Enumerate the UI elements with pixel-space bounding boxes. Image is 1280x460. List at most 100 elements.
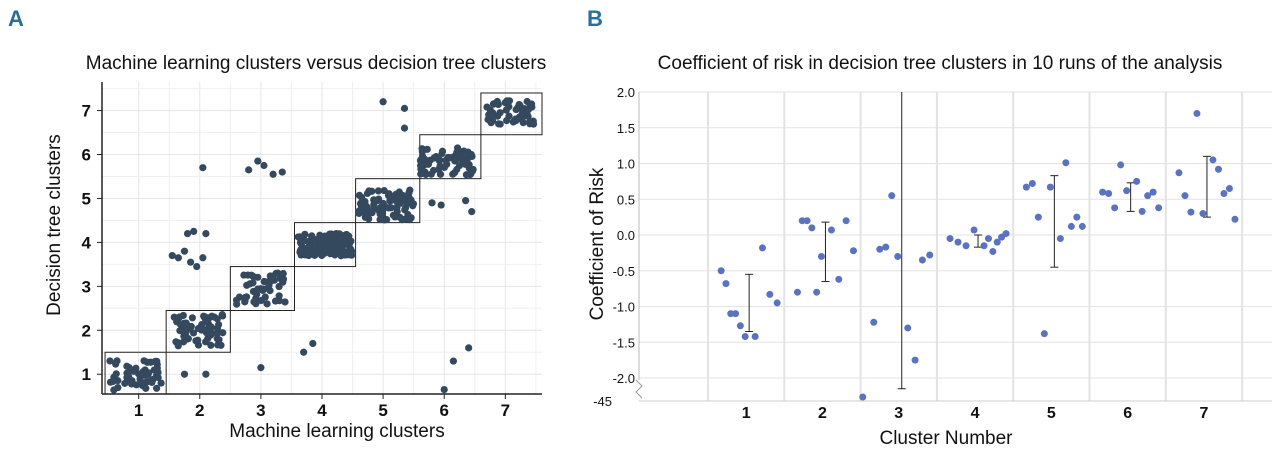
outlier-point: [180, 370, 189, 378]
chart-b-grid: [639, 91, 1272, 401]
risk-point: [1105, 190, 1113, 198]
risk-point: [808, 224, 816, 232]
data-point: [496, 120, 504, 128]
data-point: [153, 384, 161, 392]
data-point: [188, 314, 196, 322]
risk-point: [1056, 235, 1064, 243]
data-point: [516, 113, 524, 121]
data-point: [342, 230, 351, 239]
y-tick-label: 4: [82, 233, 92, 252]
x-tick-label: 1: [134, 401, 143, 420]
risk-point: [773, 299, 781, 307]
outlier-point: [183, 230, 192, 238]
data-point: [247, 271, 256, 279]
data-point: [157, 379, 165, 387]
risk-point: [970, 226, 978, 234]
data-point: [263, 278, 272, 286]
risk-point: [1111, 204, 1119, 212]
data-point: [355, 209, 363, 218]
risk-point: [904, 324, 912, 332]
data-point: [465, 164, 473, 172]
data-point: [218, 311, 226, 319]
cluster-box: [229, 266, 295, 312]
data-point: [464, 154, 473, 162]
outlier-point: [440, 386, 448, 394]
data-point: [387, 204, 395, 212]
data-point: [110, 373, 118, 381]
risk-point: [1209, 156, 1217, 164]
outlier-point: [300, 348, 308, 356]
data-point: [106, 357, 114, 365]
data-point: [374, 187, 382, 195]
outlier-point: [269, 170, 277, 178]
data-point: [421, 155, 429, 163]
risk-point: [766, 290, 774, 298]
outlier-point: [379, 98, 387, 106]
data-point: [217, 341, 225, 349]
data-point: [316, 238, 324, 246]
data-point: [140, 357, 148, 365]
data-point: [347, 245, 355, 253]
data-point: [386, 197, 394, 205]
risk-point: [1149, 188, 1157, 196]
risk-point: [918, 256, 926, 264]
risk-point: [1138, 207, 1146, 215]
data-point: [215, 320, 223, 329]
outlier-point: [428, 199, 436, 207]
chart-b-y-axis-title: Coefficient of Risk: [587, 167, 608, 320]
outlier-point: [465, 344, 473, 352]
data-point: [259, 286, 267, 294]
risk-point: [1073, 213, 1081, 221]
data-point: [151, 357, 159, 365]
data-point: [200, 312, 208, 320]
cluster-box: [294, 222, 357, 268]
data-point: [427, 170, 435, 178]
data-point: [110, 386, 118, 394]
chart-a-y-ticks: 1 2 3 4 5 6 7: [82, 102, 102, 384]
x-tick-label: 4: [971, 405, 980, 422]
chart-b-y-ticks: 2.0 1.5 1.0 0.5 0.0 -0.5 -1.0 -1.5 -2.0: [613, 85, 635, 386]
data-point: [335, 245, 343, 253]
risk-point: [998, 233, 1006, 241]
risk-point: [993, 238, 1001, 246]
outlier-point: [174, 254, 182, 262]
data-point: [399, 191, 407, 200]
y-tick-label: -1.5: [613, 335, 635, 350]
data-point: [396, 199, 405, 207]
risk-point: [1199, 210, 1207, 218]
risk-point: [722, 280, 730, 288]
y-tick-label: 3: [82, 277, 91, 296]
data-point: [144, 370, 152, 379]
chart-a-y-axis-title: Decision tree clusters: [44, 134, 65, 316]
risk-point: [1067, 222, 1075, 230]
data-point: [215, 336, 223, 344]
risk-point: [827, 226, 835, 234]
outlier-point: [309, 339, 317, 348]
axis-break-mark: [635, 379, 643, 399]
risk-point: [1040, 330, 1048, 338]
risk-point: [954, 238, 962, 246]
outlier-point: [449, 357, 457, 365]
data-point: [219, 329, 227, 337]
panel-label-a: A: [8, 6, 24, 31]
data-point: [263, 300, 271, 308]
y-tick-label: 1.5: [617, 121, 635, 136]
x-tick-label: 2: [195, 401, 204, 420]
x-tick-label: 7: [1199, 405, 1208, 422]
risk-point: [1022, 183, 1030, 191]
risk-point: [888, 192, 896, 200]
risk-point: [803, 217, 811, 225]
risk-point: [980, 242, 988, 250]
data-point: [252, 300, 260, 308]
data-point: [145, 377, 153, 385]
data-point: [309, 249, 317, 257]
y-tick-label: -0.5: [613, 264, 635, 279]
outlier-point: [278, 168, 286, 176]
risk-point: [736, 322, 744, 330]
y-tick-label: 6: [82, 146, 91, 165]
risk-point: [717, 267, 725, 275]
risk-point: [813, 288, 821, 296]
risk-point: [870, 318, 878, 326]
data-point: [261, 293, 269, 301]
data-point: [179, 338, 188, 346]
